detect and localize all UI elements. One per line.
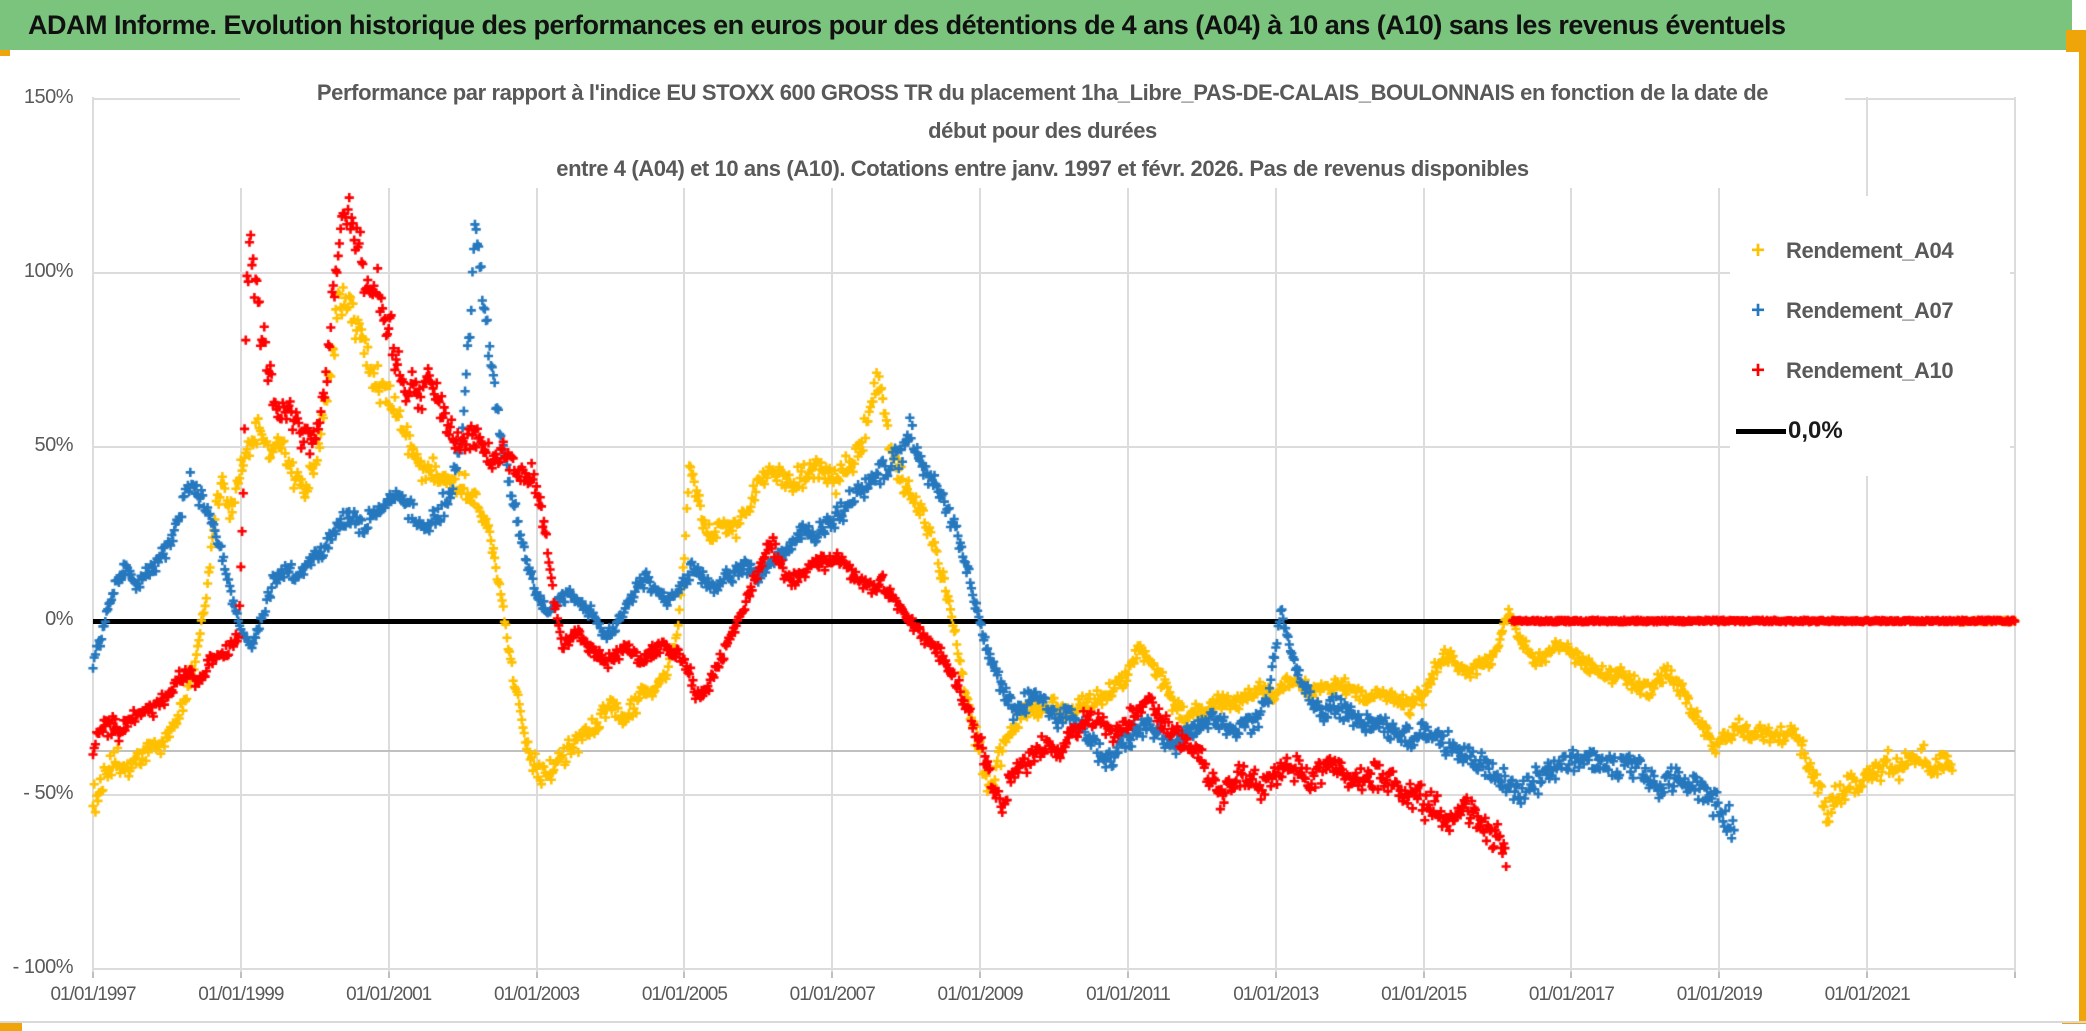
page-title: ADAM Informe. Evolution historique des p…	[28, 9, 1786, 40]
plus-marker-icon: +	[1750, 237, 1765, 264]
bottom-divider	[0, 1021, 2086, 1023]
legend-label: 0,0%	[1788, 417, 1843, 444]
legend: + Rendement_A04 + Rendement_A07 + Rendem…	[1730, 196, 2010, 476]
legend-label: Rendement_A04	[1786, 238, 1954, 263]
legend-item-rendement-a10[interactable]: + Rendement_A10	[1730, 351, 2010, 391]
chart-title-line-3: entre 4 (A04) et 10 ans (A10). Cotations…	[556, 156, 1529, 181]
plus-marker-icon: +	[1750, 297, 1765, 324]
plus-marker-icon: +	[1750, 357, 1765, 384]
gold-accent-top-right	[2066, 30, 2086, 52]
gold-accent-right-strip	[2079, 52, 2086, 1012]
legend-item-rendement-a07[interactable]: + Rendement_A07	[1730, 291, 2010, 331]
chart-area[interactable]: Performance par rapport à l'indice EU ST…	[0, 56, 2079, 1021]
legend-item-zero-line[interactable]: 0,0%	[1730, 411, 2010, 451]
legend-label: Rendement_A10	[1786, 358, 1954, 383]
legend-label: Rendement_A07	[1786, 298, 1954, 323]
title-bar: ADAM Informe. Evolution historique des p…	[0, 0, 2072, 50]
chart-title[interactable]: Performance par rapport à l'indice EU ST…	[240, 74, 1845, 188]
chart-title-line-2: début pour des durées	[928, 118, 1157, 143]
black-line-icon	[1736, 428, 1786, 434]
chart-title-line-1: Performance par rapport à l'indice EU ST…	[316, 80, 1769, 105]
legend-item-rendement-a04[interactable]: + Rendement_A04	[1730, 231, 2010, 271]
